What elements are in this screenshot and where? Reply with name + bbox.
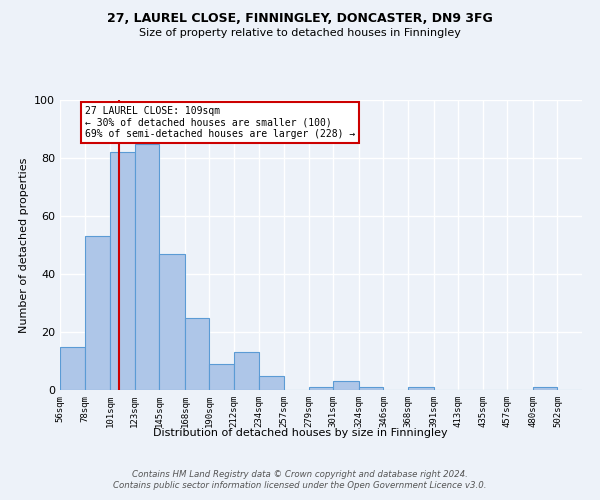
Text: Size of property relative to detached houses in Finningley: Size of property relative to detached ho… [139,28,461,38]
Text: 27 LAUREL CLOSE: 109sqm
← 30% of detached houses are smaller (100)
69% of semi-d: 27 LAUREL CLOSE: 109sqm ← 30% of detache… [85,106,355,139]
Bar [408,387,434,390]
Bar [359,387,383,390]
Bar [333,382,359,390]
Y-axis label: Number of detached properties: Number of detached properties [19,158,29,332]
Text: 27, LAUREL CLOSE, FINNINGLEY, DONCASTER, DN9 3FG: 27, LAUREL CLOSE, FINNINGLEY, DONCASTER,… [107,12,493,26]
Bar [135,144,159,390]
Bar [85,236,110,390]
Bar [60,346,85,390]
Text: Contains HM Land Registry data © Crown copyright and database right 2024.
Contai: Contains HM Land Registry data © Crown c… [113,470,487,490]
Bar [110,152,135,390]
Bar [533,387,557,390]
Bar [185,318,209,390]
Text: Distribution of detached houses by size in Finningley: Distribution of detached houses by size … [152,428,448,438]
Bar [159,254,185,390]
Bar [209,364,234,390]
Bar [234,352,259,390]
Bar [259,376,284,390]
Bar [309,387,333,390]
